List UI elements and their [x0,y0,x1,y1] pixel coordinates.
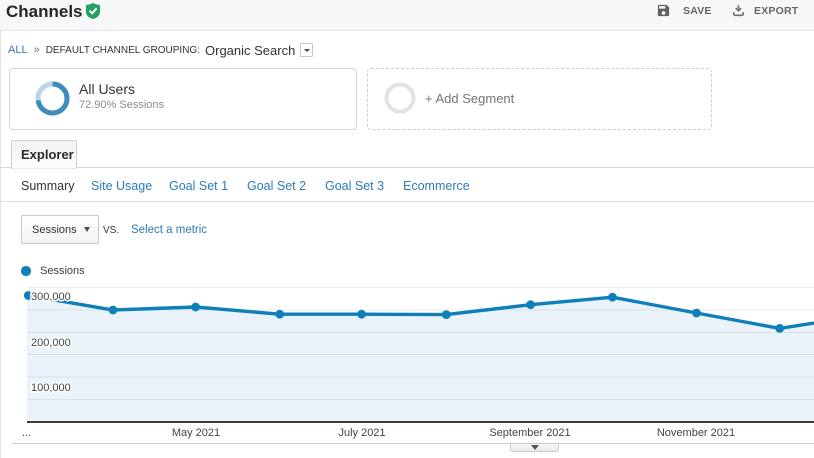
svg-text:100,000: 100,000 [31,382,71,394]
svg-text:May 2021: May 2021 [172,427,220,439]
svg-text:200,000: 200,000 [31,337,71,349]
svg-text:...: ... [22,427,31,439]
svg-text:July 2021: July 2021 [338,427,385,439]
svg-text:September 2021: September 2021 [489,427,570,439]
svg-text:300,000: 300,000 [31,291,71,303]
svg-text:November 2021: November 2021 [657,427,735,439]
